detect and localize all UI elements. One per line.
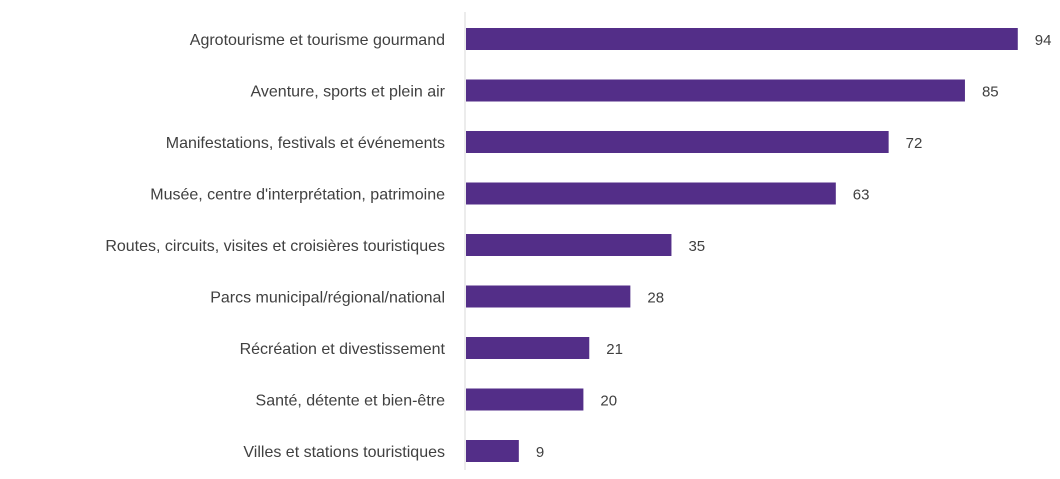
data-label: 28: [647, 290, 664, 307]
data-label: 21: [606, 341, 623, 358]
category-label: Musée, centre d'interprétation, patrimoi…: [150, 187, 445, 204]
bar: [466, 79, 965, 102]
category-label: Parcs municipal/régional/national: [210, 290, 445, 307]
bar: [466, 337, 590, 359]
data-label: 20: [600, 393, 617, 410]
bar: [466, 234, 672, 256]
bar: [466, 182, 836, 205]
data-label: 72: [906, 135, 923, 152]
data-label: 35: [688, 238, 705, 255]
bar: [466, 388, 584, 411]
category-label: Santé, détente et bien-être: [256, 393, 446, 410]
category-label: Récréation et divestissement: [240, 341, 446, 358]
category-label: Aventure, sports et plein air: [251, 84, 446, 101]
category-label: Agrotourisme et tourisme gourmand: [190, 32, 445, 49]
bar: [466, 285, 631, 308]
category-label: Manifestations, festivals et événements: [166, 135, 445, 152]
bar: [466, 440, 519, 462]
data-label: 9: [536, 444, 544, 461]
category-label: Villes et stations touristiques: [243, 444, 445, 461]
data-label: 85: [982, 84, 999, 101]
data-label: 63: [853, 187, 870, 204]
category-label: Routes, circuits, visites et croisières …: [105, 238, 445, 255]
bar: [466, 131, 889, 153]
data-label: 94: [1035, 32, 1052, 49]
bar: [466, 28, 1018, 50]
